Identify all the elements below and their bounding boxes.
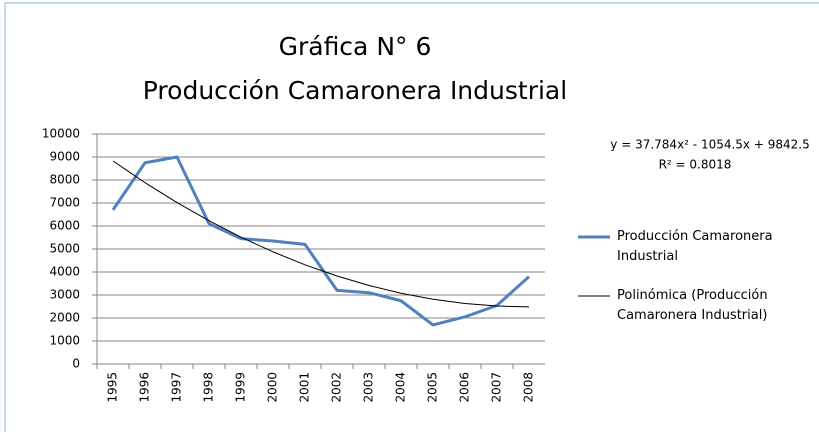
x-tick-label: 1995 [106,372,120,403]
x-tick-label: 2008 [522,372,536,403]
y-tick-label: 0 [72,357,80,371]
x-tick-label: 2002 [330,372,344,403]
y-tick-label: 10000 [42,127,80,141]
y-tick-label: 4000 [49,265,80,279]
y-tick-label: 3000 [49,288,80,302]
y-tick-label: 5000 [49,242,80,256]
x-tick-label: 2001 [298,372,312,403]
y-tick-label: 1000 [49,334,80,348]
x-tick-label: 1999 [234,372,248,403]
x-tick-label: 2006 [458,372,472,403]
x-tick-label: 1998 [202,372,216,403]
y-tick-label: 2000 [49,311,80,325]
chart-subtitle: Producción Camaronera Industrial [143,76,567,105]
x-tick-label: 2000 [266,372,280,403]
legend-label: Polinómica (Producción Camaronera Indust… [617,288,768,323]
trend-line [112,160,530,308]
x-tick-label: 1997 [170,372,184,403]
y-tick-label: 9000 [49,150,80,164]
y-tick-label: 7000 [49,196,80,210]
x-tick-label: 2003 [362,372,376,403]
y-tick-label: 6000 [49,219,80,233]
data-line [111,155,531,327]
chart-title: Gráfica N° 6 [279,32,432,61]
y-tick-label: 8000 [49,173,80,187]
x-tick-label: 2004 [394,372,408,403]
trend-equation: y = 37.784x² - 1054.5x + 9842.5 [610,138,809,152]
x-tick-label: 2007 [490,372,504,403]
x-tick-label: 1996 [138,372,152,403]
x-tick-label: 2005 [426,372,440,403]
trend-r2: R² = 0.8018 [659,158,732,172]
legend-label: Producción Camaronera Industrial [617,229,773,264]
